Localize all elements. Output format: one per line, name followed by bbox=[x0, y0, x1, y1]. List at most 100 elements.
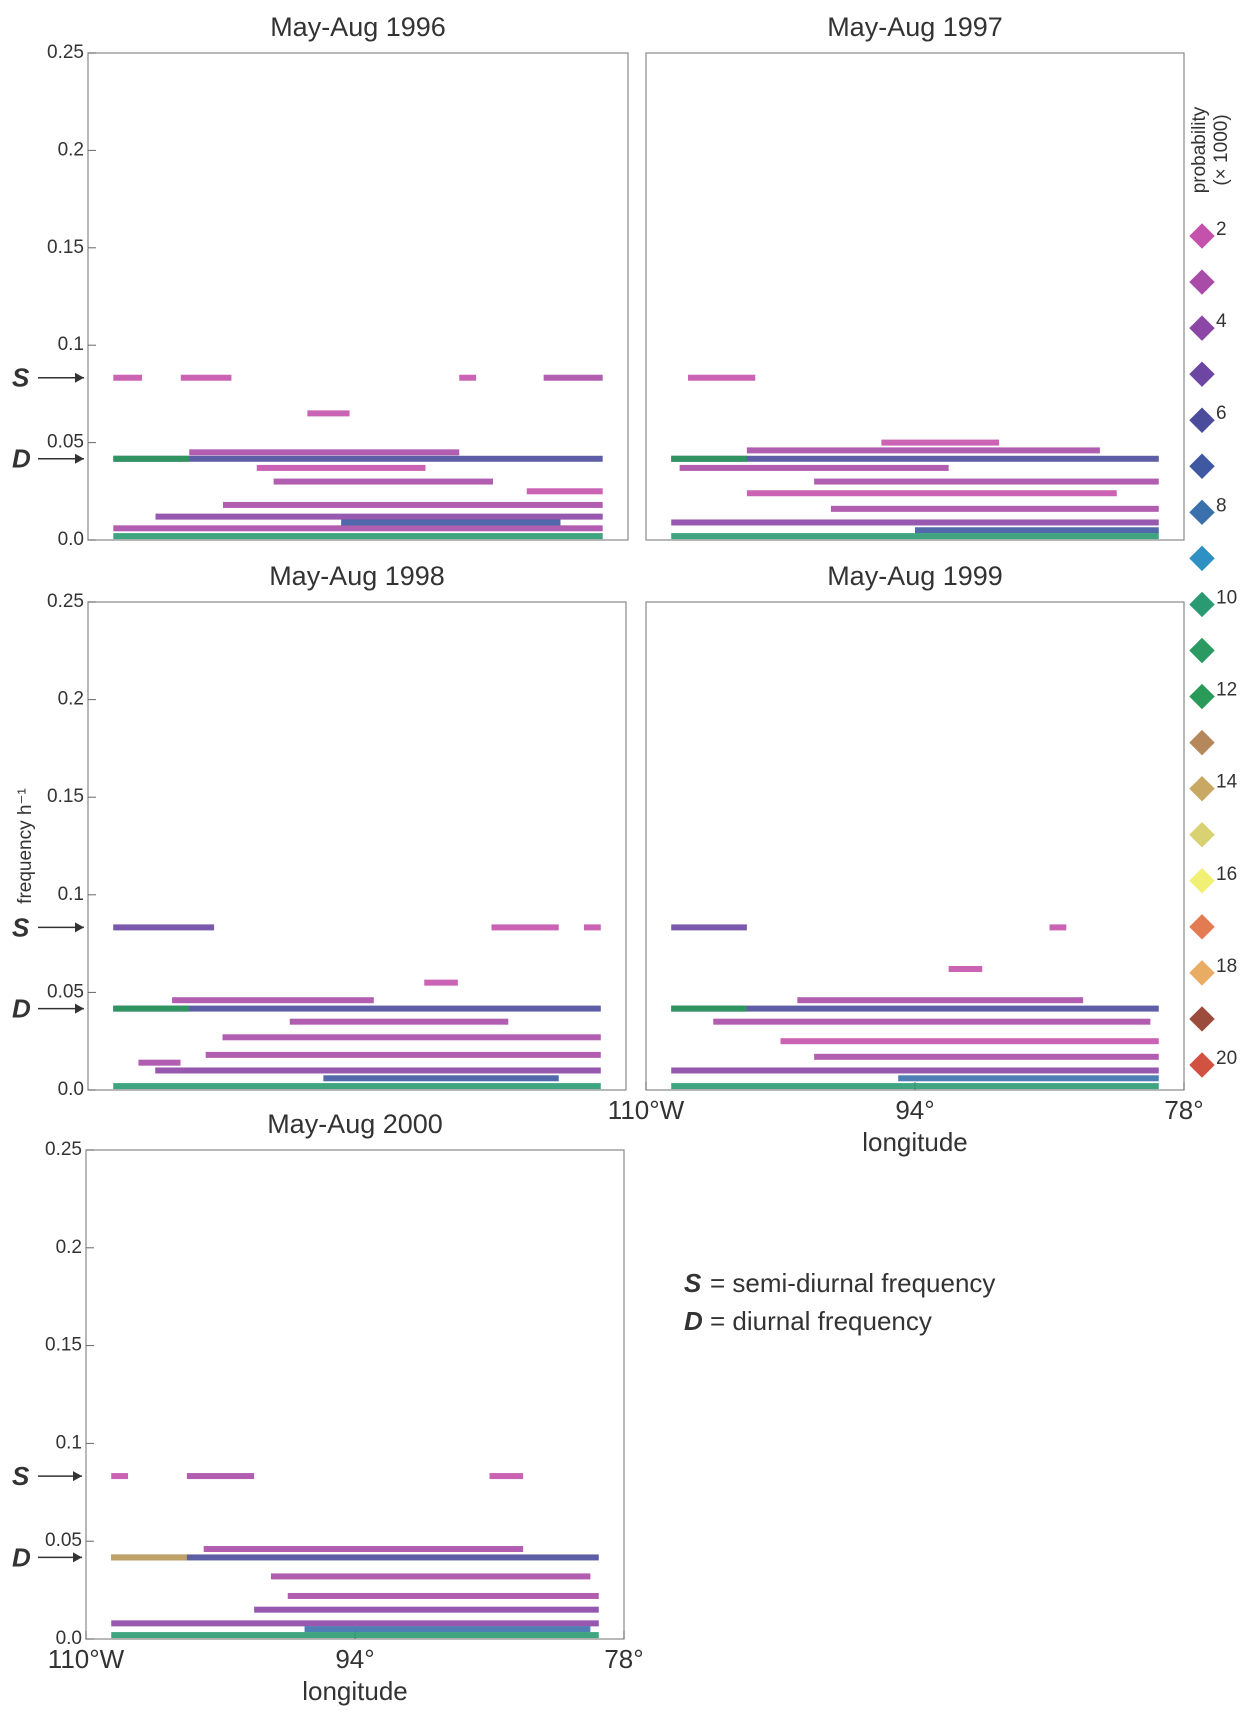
streak bbox=[543, 374, 603, 381]
arrow-head bbox=[75, 453, 84, 464]
colorbar-swatch bbox=[1189, 223, 1215, 249]
streak bbox=[814, 1053, 1159, 1060]
streak bbox=[203, 1546, 524, 1553]
streak bbox=[341, 519, 561, 526]
colorbar-swatch bbox=[1189, 453, 1215, 480]
x-tick-label: 78° bbox=[604, 1644, 643, 1674]
colorbar-swatch bbox=[1189, 683, 1215, 710]
plot-frame bbox=[87, 52, 629, 541]
panel-title: May-Aug 1996 bbox=[270, 12, 446, 42]
panel-title: May-Aug 1999 bbox=[827, 561, 1003, 591]
colorbar: probability (× 1000) 2 4 6 8 10 12 14 16 18 20 bbox=[1189, 106, 1238, 1078]
colorbar-swatch bbox=[1189, 868, 1215, 894]
x-tick-label: 110°W bbox=[608, 1095, 685, 1125]
annotation-symbol: S bbox=[12, 363, 30, 393]
colorbar-swatch bbox=[1189, 729, 1215, 756]
y-tick-label: 0.2 bbox=[58, 689, 84, 710]
streak bbox=[780, 1038, 1159, 1045]
colorbar-swatch bbox=[1189, 914, 1215, 940]
streak bbox=[111, 1554, 599, 1561]
streak bbox=[814, 478, 1159, 485]
colorbar-tick-label: 8 bbox=[1216, 495, 1227, 516]
streak bbox=[881, 439, 1000, 446]
panel-title: May-Aug 1997 bbox=[827, 12, 1003, 42]
streak bbox=[254, 1606, 599, 1613]
arrow-head bbox=[73, 1471, 82, 1482]
colorbar-tick-label: 18 bbox=[1216, 956, 1237, 977]
streak bbox=[256, 464, 426, 471]
colorbar-tick-label: 16 bbox=[1216, 864, 1237, 885]
y-tick-label: 0.25 bbox=[47, 42, 84, 63]
streak bbox=[223, 501, 603, 508]
arrow-head bbox=[75, 1003, 84, 1014]
note-symbol: D bbox=[684, 1306, 703, 1336]
streak bbox=[797, 997, 1084, 1004]
y-tick-label: 0.25 bbox=[45, 1139, 82, 1160]
colorbar-swatch bbox=[1189, 269, 1215, 295]
streak bbox=[671, 455, 747, 462]
streak bbox=[491, 924, 559, 931]
streak bbox=[113, 1005, 601, 1012]
y-tick-label: 0.0 bbox=[56, 1628, 82, 1649]
y-tick-label: 0.05 bbox=[47, 981, 84, 1002]
y-tick-label: 0.15 bbox=[47, 237, 84, 258]
streak bbox=[113, 374, 142, 381]
streak bbox=[180, 374, 232, 381]
colorbar-tick-label: 12 bbox=[1216, 680, 1237, 701]
plot-frame bbox=[85, 1149, 625, 1640]
y-axis-label: frequency h⁻¹ bbox=[15, 788, 36, 904]
colorbar-title: probability bbox=[1189, 106, 1210, 193]
streak bbox=[270, 1573, 591, 1580]
streak bbox=[205, 1051, 601, 1058]
y-tick-label: 0.15 bbox=[45, 1335, 82, 1356]
colorbar-swatch bbox=[1189, 545, 1215, 572]
streak bbox=[113, 1005, 189, 1012]
streak bbox=[898, 1075, 1159, 1082]
streak bbox=[688, 374, 756, 381]
panel-title: May-Aug 1998 bbox=[269, 561, 445, 591]
colorbar-swatch bbox=[1189, 591, 1215, 618]
note-text: = diurnal frequency bbox=[710, 1306, 932, 1336]
streak bbox=[289, 1018, 509, 1025]
colorbar-swatch bbox=[1189, 407, 1215, 433]
annotation-symbol: S bbox=[12, 912, 30, 942]
note-text: = semi-diurnal frequency bbox=[710, 1268, 995, 1298]
arrow-head bbox=[75, 922, 84, 933]
streak bbox=[304, 1626, 591, 1633]
streak bbox=[138, 1059, 181, 1066]
colorbar-swatch bbox=[1189, 1006, 1215, 1032]
streak bbox=[113, 525, 603, 532]
annotation-symbol: D bbox=[12, 993, 31, 1023]
colorbar-swatch bbox=[1189, 775, 1215, 802]
streak bbox=[526, 488, 603, 495]
streak bbox=[671, 1005, 1159, 1012]
annotation-symbol: S bbox=[12, 1461, 30, 1491]
y-tick-label: 0.15 bbox=[47, 786, 84, 807]
y-tick-label: 0.2 bbox=[56, 1237, 82, 1258]
streak bbox=[1049, 924, 1067, 931]
note-symbol: S bbox=[684, 1268, 702, 1298]
y-tick-label: 0.1 bbox=[58, 334, 84, 355]
x-axis-label: longitude bbox=[862, 1127, 968, 1157]
streak bbox=[583, 924, 601, 931]
streak bbox=[746, 447, 1100, 454]
y-tick-label: 0.0 bbox=[58, 1079, 84, 1100]
streak bbox=[671, 1005, 747, 1012]
arrow-head bbox=[75, 372, 84, 383]
x-tick-label: 94° bbox=[895, 1095, 934, 1125]
colorbar-swatch bbox=[1189, 637, 1215, 664]
annotation-symbol: D bbox=[12, 444, 31, 474]
colorbar-tick-label: 2 bbox=[1216, 219, 1227, 240]
streak bbox=[111, 1620, 599, 1627]
streak bbox=[113, 924, 215, 931]
streak bbox=[830, 505, 1159, 512]
y-tick-label: 0.1 bbox=[58, 884, 84, 905]
streak bbox=[113, 533, 603, 540]
streak bbox=[679, 464, 949, 471]
colorbar-swatch bbox=[1189, 499, 1215, 526]
x-tick-label: 94° bbox=[335, 1644, 374, 1674]
streak bbox=[915, 527, 1159, 534]
streak bbox=[172, 997, 374, 1004]
streak bbox=[323, 1075, 559, 1082]
